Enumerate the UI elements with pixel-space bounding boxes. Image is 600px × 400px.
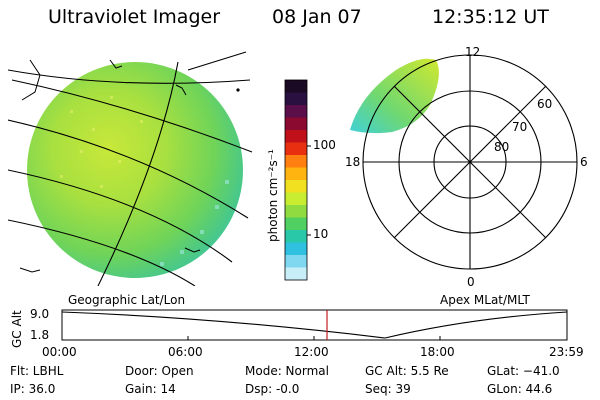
colorbar-cell [285, 192, 307, 206]
colorbar-tick-10: 10 [313, 227, 329, 241]
colorbar-cell [285, 92, 307, 106]
colorbar-units: photon cm⁻²s⁻¹ [266, 149, 280, 242]
status-gc-alt: GC Alt: 5.5 Re [365, 364, 449, 378]
date-label: 08 Jan 07 [272, 6, 362, 28]
colorbar-cell [285, 217, 307, 231]
colorbar-cell [285, 105, 307, 118]
mlat-label-70: 70 [512, 120, 528, 134]
status-seq: Seq: 39 [365, 382, 411, 396]
status-glon: GLon: 44.6 [487, 382, 553, 396]
lon-line [97, 61, 179, 286]
altitude-ytick-low: 1.8 [30, 328, 50, 342]
colorbar-tick-100: 100 [313, 138, 336, 152]
xtick-1200: 12:00 [294, 345, 329, 359]
left-panel-title: Geographic Lat/Lon [68, 293, 186, 307]
colorbar-cell [285, 267, 307, 281]
xtick-0000: 00:00 [42, 345, 77, 359]
colorbar-cell [285, 255, 307, 268]
mlat-label-60: 60 [537, 97, 553, 111]
colorbar-cell [285, 205, 307, 218]
polar-plot [350, 54, 578, 270]
altitude-plot [61, 309, 568, 341]
status-glat: GLat: −41.0 [487, 364, 560, 378]
colorbar-cell [285, 80, 307, 93]
colorbar-cell [285, 242, 307, 256]
mlt-label-12: 12 [465, 45, 481, 59]
xtick-1800: 18:00 [420, 345, 455, 359]
lat-line [8, 69, 251, 84]
earth-disk [27, 62, 243, 278]
xtick-2359: 23:59 [549, 345, 584, 359]
colorbar-cell [285, 155, 307, 168]
colorbar-cell [285, 180, 307, 193]
status-filter: Flt: LBHL [10, 364, 64, 378]
right-panel-title: Apex MLat/MLT [440, 293, 530, 307]
altitude-ytick-high: 9.0 [30, 307, 50, 321]
colorbar-cell [285, 142, 307, 156]
colorbar-cell [285, 130, 307, 143]
time-label: 12:35:12 UT [432, 6, 549, 28]
instrument-title: Ultraviolet Imager [48, 6, 221, 28]
mlat-label-80: 80 [494, 140, 510, 154]
status-ip: IP: 36.0 [10, 382, 56, 396]
mlt-label-18: 18 [345, 155, 361, 169]
colorbar [284, 79, 311, 281]
status-mode: Mode: Normal [245, 364, 329, 378]
aurora-oval [350, 58, 439, 134]
xtick-0600: 06:00 [168, 345, 203, 359]
status-door: Door: Open [125, 364, 194, 378]
colorbar-cell [285, 230, 307, 243]
colorbar-cell [285, 117, 307, 131]
mlt-label-6: 6 [580, 155, 588, 169]
altitude-ylabel: GC Alt [10, 310, 24, 348]
status-dsp: Dsp: -0.0 [245, 382, 300, 396]
colorbar-cell [285, 167, 307, 181]
altitude-curve [62, 311, 567, 339]
status-gain: Gain: 14 [125, 382, 176, 396]
geographic-map [8, 51, 253, 286]
mlt-label-0: 0 [467, 275, 475, 289]
coastline [21, 59, 41, 101]
